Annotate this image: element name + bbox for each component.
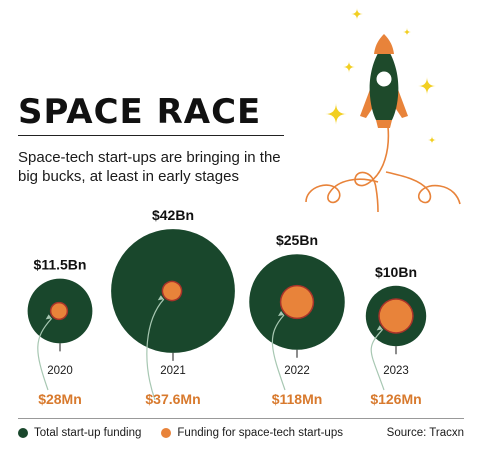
star-icon <box>325 103 347 125</box>
star-icon <box>403 28 411 36</box>
year-label: 2020 <box>47 365 73 377</box>
pointer-arrow <box>37 317 53 391</box>
total-funding-label: $11.5Bn <box>34 257 87 273</box>
pointer-arrowhead <box>45 314 52 320</box>
pointer-arrow <box>370 328 385 391</box>
page-title: SPACE RACE <box>18 92 262 132</box>
pointer-arrow <box>271 314 286 391</box>
space-funding-bubble <box>163 282 181 300</box>
pointer-arrowhead <box>376 325 383 331</box>
year-label: 2022 <box>284 365 310 377</box>
bubble-group: $11.5Bn 2020 $28Mn $42Bn 2021 $37.6Mn $25Bn 202… <box>27 207 427 407</box>
footer-divider <box>18 418 464 419</box>
total-funding-label: $10Bn <box>375 264 417 280</box>
space-funding-label: $126Mn <box>370 391 421 407</box>
legend-swatch-space <box>161 428 172 438</box>
pointer-arrow <box>146 298 165 401</box>
year-label: 2021 <box>160 365 186 377</box>
star-icon <box>343 61 355 73</box>
legend: Total start-up funding Funding for space… <box>18 424 464 442</box>
space-funding-label: $37.6Mn <box>145 391 200 407</box>
legend-label-total: Total start-up funding <box>34 427 142 439</box>
rocket-nose <box>374 34 394 54</box>
exhaust-trail <box>354 126 390 213</box>
rocket-illustration <box>305 8 461 213</box>
star-icon <box>418 77 436 95</box>
pointer-arrowhead <box>157 295 164 301</box>
star-icon <box>428 136 436 144</box>
space-funding-label: $118Mn <box>272 391 323 407</box>
total-funding-label: $25Bn <box>276 232 318 248</box>
total-funding-label: $42Bn <box>152 207 194 223</box>
space-funding-bubble <box>51 303 67 319</box>
legend-swatch-total <box>18 428 28 438</box>
title-divider <box>18 135 284 136</box>
pointer-arrowhead <box>278 310 285 316</box>
space-funding-bubble <box>281 286 313 318</box>
source-note: Source: Tracxn <box>386 427 464 439</box>
legend-label-space: Funding for space-tech start-ups <box>177 427 343 439</box>
star-icon <box>351 8 363 20</box>
legend-item-total: Total start-up funding <box>18 427 141 439</box>
rocket-window <box>376 71 392 87</box>
space-funding-bubble <box>379 299 413 333</box>
exhaust-trail <box>385 171 461 205</box>
rocket-thruster <box>376 120 392 128</box>
space-funding-label: $28Mn <box>38 391 82 407</box>
year-label: 2023 <box>383 365 409 377</box>
exhaust-trail <box>305 178 379 204</box>
legend-item-space: Funding for space-tech start-ups <box>161 427 343 439</box>
subtitle: Space-tech start-ups are bringing in the… <box>18 149 281 185</box>
